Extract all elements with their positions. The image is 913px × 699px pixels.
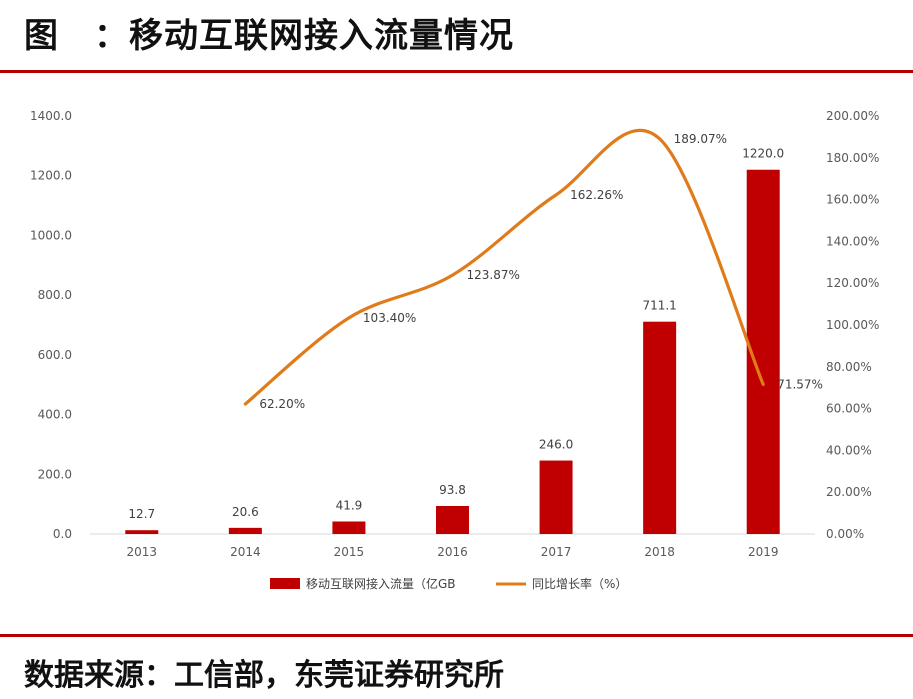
- line-data-label: 162.26%: [570, 188, 623, 202]
- right-tick-label: 40.00%: [826, 443, 872, 457]
- combo-chart: 0.0 200.0 400.0 600.0 800.0 1000.0 1200.0 1400.…: [30, 109, 879, 591]
- right-tick-label: 60.00%: [826, 402, 872, 416]
- bar-series: [125, 169, 780, 534]
- legend-bar-swatch: [270, 578, 300, 589]
- right-tick-label: 120.00%: [826, 276, 879, 290]
- bar: [332, 521, 366, 534]
- bar-data-label: 1220.0: [742, 147, 784, 161]
- right-tick-label: 0.00%: [826, 527, 864, 541]
- legend-bar-label: 移动互联网接入流量（亿GB: [306, 576, 456, 591]
- left-tick-label: 1400.0: [30, 109, 72, 123]
- right-tick-label: 180.00%: [826, 151, 879, 165]
- x-tick-label: 2014: [230, 545, 261, 559]
- left-tick-label: 800.0: [38, 288, 72, 302]
- right-tick-label: 20.00%: [826, 485, 872, 499]
- x-tick-label: 2018: [644, 545, 675, 559]
- left-tick-label: 0.0: [53, 527, 72, 541]
- left-tick-label: 400.0: [38, 408, 72, 422]
- bar-data-labels: 12.7 20.6 41.9 93.8 246.0 711.1 1220.0: [128, 147, 784, 521]
- x-axis-ticks: 2013 2014 2015 2016 2017 2018 2019: [127, 545, 779, 559]
- left-tick-label: 1200.0: [30, 169, 72, 183]
- left-tick-label: 600.0: [38, 348, 72, 362]
- bar-data-label: 20.6: [232, 505, 259, 519]
- x-tick-label: 2017: [541, 545, 572, 559]
- bar: [643, 321, 677, 534]
- line-data-label: 189.07%: [674, 132, 727, 146]
- bar: [539, 460, 573, 534]
- bar-data-label: 93.8: [439, 483, 466, 497]
- header-rule: [0, 70, 913, 73]
- left-axis-ticks: 0.0 200.0 400.0 600.0 800.0 1000.0 1200.0 1400.…: [30, 109, 72, 541]
- legend-line-label: 同比增长率（%）: [532, 576, 627, 591]
- x-tick-label: 2016: [437, 545, 468, 559]
- x-tick-label: 2015: [334, 545, 365, 559]
- line-data-label: 103.40%: [363, 311, 416, 325]
- bar: [436, 505, 469, 534]
- x-tick-label: 2013: [127, 545, 158, 559]
- bar-data-label: 711.1: [642, 299, 676, 313]
- source-note: 数据来源：工信部，东莞证券研究所: [24, 658, 504, 693]
- bar-data-label: 41.9: [336, 498, 363, 512]
- figure-title: 图 ：移动互联网接入流量情况: [24, 16, 514, 56]
- bar-data-label: 12.7: [128, 507, 155, 521]
- right-tick-label: 100.00%: [826, 318, 879, 332]
- bar: [125, 530, 159, 534]
- right-tick-label: 140.00%: [826, 234, 879, 248]
- line-data-label: 123.87%: [467, 268, 520, 282]
- right-tick-label: 200.00%: [826, 109, 879, 123]
- bar: [228, 527, 262, 534]
- legend: 移动互联网接入流量（亿GB 同比增长率（%）: [270, 576, 627, 591]
- line-data-labels: 62.20% 103.40% 123.87% 162.26% 189.07% 71.57%: [259, 132, 823, 411]
- footer-rule: [0, 634, 913, 637]
- bar-data-label: 246.0: [539, 438, 573, 452]
- x-tick-label: 2019: [748, 545, 779, 559]
- right-tick-label: 160.00%: [826, 193, 879, 207]
- growth-rate-line: [243, 129, 765, 406]
- left-tick-label: 200.0: [38, 467, 72, 481]
- right-axis-ticks: 0.00% 20.00% 40.00% 60.00% 80.00% 100.00% 120.…: [826, 109, 879, 541]
- line-data-label: 62.20%: [259, 397, 305, 411]
- right-tick-label: 80.00%: [826, 360, 872, 374]
- line-data-label: 71.57%: [777, 377, 823, 391]
- left-tick-label: 1000.0: [30, 228, 72, 242]
